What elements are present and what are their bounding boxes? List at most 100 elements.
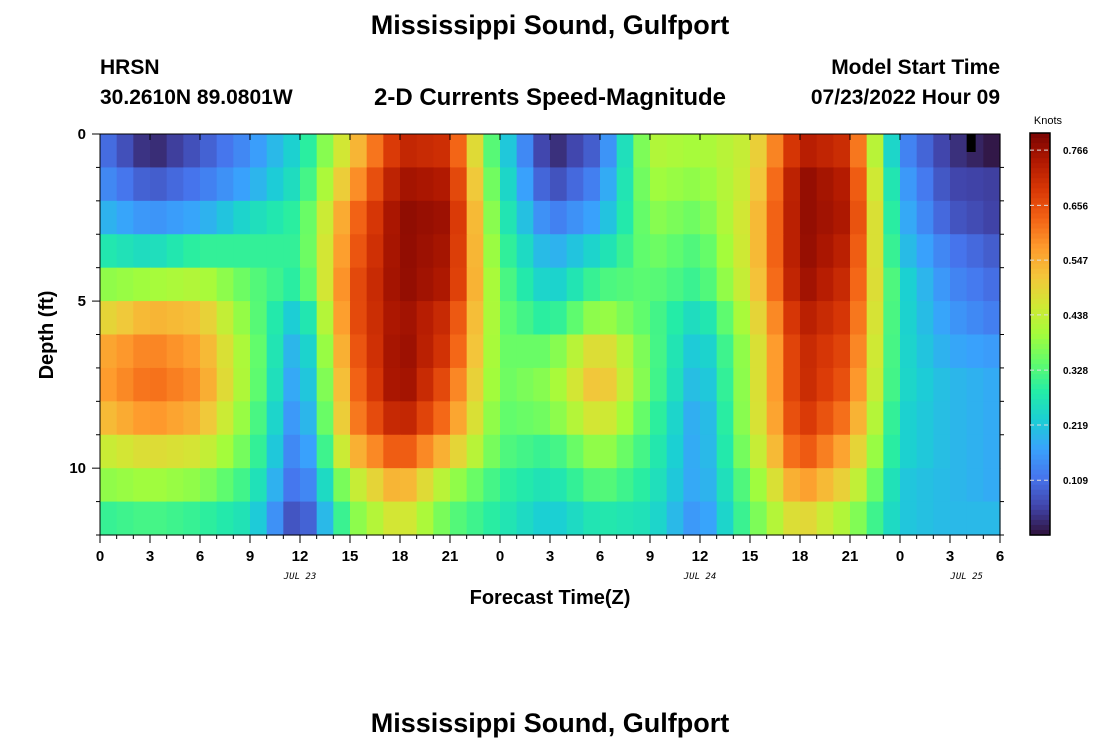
heatmap-cell [433, 134, 451, 169]
heatmap-cell [683, 267, 701, 302]
heatmap-cell [650, 134, 668, 169]
heatmap-cell [700, 301, 718, 336]
heatmap-cell [400, 301, 418, 336]
heatmap-cell [316, 434, 334, 469]
heatmap-cell [283, 167, 301, 202]
heatmap-cell [816, 468, 834, 503]
heatmap-cell [233, 501, 251, 536]
heatmap-cell [966, 367, 984, 402]
heatmap-cell [100, 200, 118, 235]
heatmap-cell [283, 267, 301, 302]
heatmap-cell [716, 167, 734, 202]
heatmap-cell [400, 167, 418, 202]
heatmap-cell [933, 334, 951, 369]
heatmap-cell [450, 301, 468, 336]
heatmap-cell [233, 134, 251, 169]
heatmap-cell [750, 167, 768, 202]
heatmap-cell [616, 301, 634, 336]
heatmap-cell [650, 334, 668, 369]
heatmap-cell [100, 367, 118, 402]
heatmap-cell [566, 334, 584, 369]
heatmap-cell [233, 434, 251, 469]
heatmap-cell [683, 334, 701, 369]
heatmap-cell [433, 234, 451, 269]
heatmap-cell [716, 267, 734, 302]
heatmap-cell [900, 434, 918, 469]
heatmap-cell [716, 301, 734, 336]
heatmap-cell [583, 301, 601, 336]
heatmap-cell [816, 334, 834, 369]
heatmap-cell [783, 334, 801, 369]
heatmap-cell [350, 367, 368, 402]
heatmap-cell [900, 234, 918, 269]
heatmap-cell [266, 367, 284, 402]
colorbar-segment [1030, 288, 1050, 295]
heatmap-cell [283, 501, 301, 536]
heatmap-cell [533, 134, 551, 169]
heatmap-cell [633, 200, 651, 235]
heatmap-cell [466, 167, 484, 202]
heatmap-cell [200, 434, 218, 469]
colorbar-segment [1030, 379, 1050, 385]
heatmap-cell [933, 167, 951, 202]
heatmap-cell [850, 167, 868, 202]
heatmap-cell [283, 134, 301, 169]
heatmap-cell [733, 501, 751, 536]
heatmap-cell [500, 501, 518, 536]
y-axis-label: Depth (ft) [36, 291, 58, 380]
heatmap-cell [433, 334, 451, 369]
colorbar-segment [1030, 308, 1050, 315]
heatmap-cell [100, 167, 118, 202]
heatmap-cell [733, 434, 751, 469]
heatmap-cell [266, 334, 284, 369]
colorbar: 0.766 0.656 0.547 0.438 0.328 0.219 0.109 [1029, 132, 1088, 536]
heatmap-cell [466, 401, 484, 436]
heatmap-cell [216, 334, 234, 369]
heatmap-cell [850, 234, 868, 269]
heatmap-cell [683, 501, 701, 536]
heatmap-cell [666, 167, 684, 202]
heatmap-cell [983, 267, 1001, 302]
heatmap-cell [516, 234, 534, 269]
x-tick-label: 15 [342, 548, 359, 565]
heatmap-cell [650, 167, 668, 202]
colorbar-tick-label: 0.438 [1063, 311, 1088, 322]
heatmap-cell [333, 267, 351, 302]
colorbar-segment [1030, 253, 1050, 260]
heatmap-cell [183, 134, 201, 169]
heatmap-cell [816, 434, 834, 469]
heatmap-cell [783, 200, 801, 235]
heatmap-cell [900, 200, 918, 235]
heatmap-cell [700, 501, 718, 536]
heatmap-cell [850, 334, 868, 369]
heatmap-cell [950, 401, 968, 436]
heatmap-cell [150, 234, 168, 269]
heatmap-cell [166, 301, 184, 336]
colorbar-segment [1030, 474, 1050, 481]
x-tick-label: 6 [196, 548, 204, 565]
heatmap-cell [650, 301, 668, 336]
heatmap-cell [233, 234, 251, 269]
heatmap-cell [616, 401, 634, 436]
heatmap-cell [600, 167, 618, 202]
heatmap-cell [733, 334, 751, 369]
heatmap-cell [100, 334, 118, 369]
heatmap-cell [983, 167, 1001, 202]
heatmap-cell [400, 468, 418, 503]
heatmap-cell [250, 301, 268, 336]
heatmap-cell [950, 367, 968, 402]
heatmap-cell [983, 401, 1001, 436]
station-id: HRSN [100, 56, 160, 79]
heatmap-cell [483, 334, 501, 369]
heatmap-cell [266, 267, 284, 302]
heatmap-cell [250, 468, 268, 503]
heatmap-cell [633, 334, 651, 369]
heatmap-cell [150, 501, 168, 536]
heatmap-cell [916, 434, 934, 469]
heatmap-cell [566, 301, 584, 336]
heatmap-cell [500, 134, 518, 169]
heatmap-cell [300, 501, 318, 536]
heatmap-cell [400, 501, 418, 536]
heatmap-cell [400, 134, 418, 169]
heatmap-cell [250, 234, 268, 269]
